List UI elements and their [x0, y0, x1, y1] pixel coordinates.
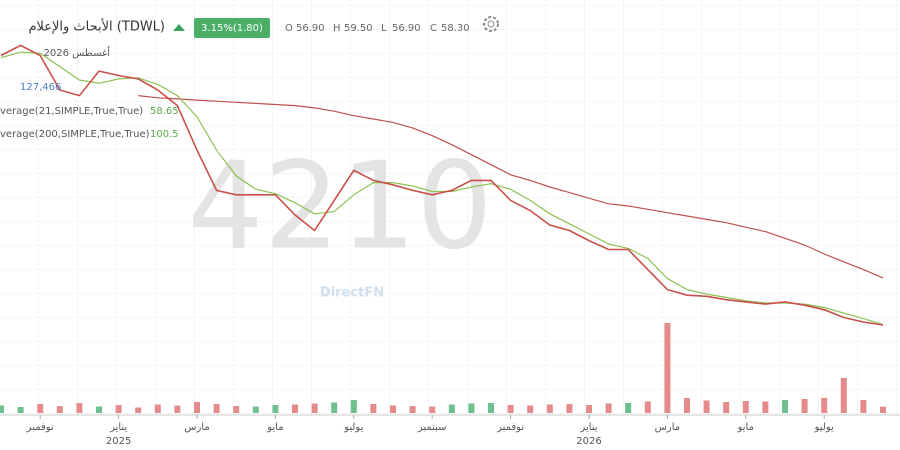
volume-bar [390, 405, 396, 413]
quote-name: C [430, 23, 437, 34]
volume-bar [586, 405, 592, 413]
volume-bar [703, 400, 710, 413]
volume-bar [0, 405, 4, 413]
volume-bar [213, 404, 220, 413]
volume-bar [56, 406, 63, 413]
volume-bar [331, 402, 338, 413]
volume-bar [448, 404, 455, 413]
legend-entry: verage(200,SIMPLE,True,True) [0, 129, 150, 140]
volume-bar [488, 403, 494, 413]
x-tick-label: يناير [579, 422, 597, 433]
volume-bar [409, 406, 416, 413]
volume-bar [292, 404, 298, 413]
x-tick-label: يوليو [343, 422, 363, 433]
x-tick-label: يوليو [814, 422, 834, 433]
volume-bar [272, 405, 279, 413]
volume-bar [17, 407, 24, 413]
quote-value: 56.90 [296, 23, 325, 34]
x-tick-year: 2026 [576, 436, 601, 447]
volume-bar [468, 403, 475, 413]
quote-name: H [333, 23, 341, 34]
volume-bar [664, 323, 671, 413]
volume-bar [194, 402, 200, 413]
x-tick-label: يناير [109, 422, 127, 433]
volume-bar [840, 378, 847, 413]
volume-bar [880, 406, 886, 413]
header: الأبحاث والإعلام (TDWL) 3.15%(1.80) [28, 16, 499, 38]
volume-bar [96, 406, 102, 413]
volume-bar [605, 403, 612, 413]
x-tick-year: 2025 [106, 436, 131, 447]
date-label: أغسطس 2026 [43, 46, 110, 59]
volume-bar [429, 406, 436, 413]
quote-value: 56.90 [392, 23, 421, 34]
series-line [0, 51, 884, 326]
volume-bar [76, 403, 83, 413]
volume-bar [154, 404, 161, 413]
volume-bar [723, 402, 730, 413]
x-tick-label: نوفمبر [26, 422, 54, 433]
brand: DirectFN [320, 286, 384, 301]
x-tick-label: مارس [655, 422, 680, 433]
volume-bar [233, 406, 240, 413]
volume-bar [860, 400, 867, 413]
volume-bar [174, 405, 181, 413]
volume-bar [135, 407, 142, 413]
quote-name: L [381, 23, 387, 34]
x-tick-label: مايو [266, 422, 283, 433]
grid-background [0, 0, 900, 415]
change-box [194, 18, 270, 38]
quote-value: 58.30 [441, 23, 470, 34]
settings-icon[interactable] [483, 16, 499, 32]
volume-bar [566, 404, 573, 413]
volume-bar [370, 404, 377, 413]
quote-name: O [285, 23, 293, 34]
change: 3.15%(1.80) [201, 23, 263, 34]
volume-bar [782, 400, 788, 413]
volume-bar [350, 400, 357, 413]
series-line [138, 95, 884, 279]
volume-bar [625, 403, 632, 413]
x-tick-label: مارس [184, 422, 209, 433]
volume-bar [37, 404, 44, 413]
volume-bar [684, 398, 690, 413]
volume-bar [644, 401, 651, 413]
volume-bar [252, 406, 259, 413]
up-arrow [173, 24, 185, 31]
settings-icon-core [487, 20, 495, 28]
x-tick-label: سبتمبر [417, 422, 447, 433]
volume-value: 127,466 [20, 82, 61, 93]
volume-bar [546, 404, 553, 413]
legend-entry: verage(21,SIMPLE,True,True) [0, 106, 143, 117]
volume-bar [742, 401, 749, 413]
instrument-title: الأبحاث والإعلام (TDWL) [28, 18, 165, 35]
x-tick-label: مايو [737, 422, 754, 433]
volume-bar [311, 403, 318, 413]
volume-bar [527, 405, 534, 413]
volume-bar [821, 398, 828, 413]
volume-bar [801, 399, 808, 413]
volume-bar [115, 405, 122, 413]
volume-bar [762, 401, 769, 413]
x-tick-label: نوفمبر [496, 422, 524, 433]
volume-bar [507, 405, 514, 413]
legend-value: 100.5 [150, 129, 179, 140]
legend-value: 58.65 [150, 106, 179, 117]
quote-value: 59.50 [344, 23, 373, 34]
series-line [0, 44, 884, 326]
